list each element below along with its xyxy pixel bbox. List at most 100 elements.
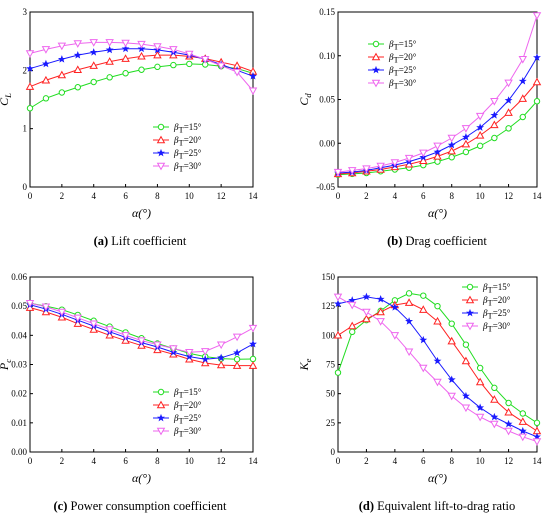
x-tick-label: 2: [364, 191, 369, 201]
data-point: [105, 45, 114, 54]
data-point: [185, 349, 194, 357]
data-point: [533, 98, 541, 105]
data-point: [404, 154, 414, 163]
data-point: [105, 330, 114, 339]
y-tick-label: 0.02: [11, 389, 27, 399]
y-axis-label: Pc: [0, 359, 13, 371]
y-tick-label: 50: [326, 389, 336, 399]
data-point: [232, 68, 242, 77]
data-point: [362, 308, 371, 317]
data-point: [121, 54, 130, 62]
data-point: [505, 399, 512, 407]
legend: βT=15°βT=20°βT=25°βT=30°: [462, 282, 511, 334]
data-point: [476, 403, 485, 412]
data-point: [419, 156, 428, 164]
x-tick-label: 6: [421, 191, 426, 201]
legend-marker: [465, 295, 475, 304]
data-point: [475, 130, 485, 139]
y-tick-label: 0.15: [319, 7, 335, 17]
data-point: [89, 48, 98, 56]
data-point: [504, 108, 513, 116]
data-point: [476, 123, 485, 131]
x-tick-label: 2: [60, 456, 65, 466]
data-point: [433, 142, 442, 151]
legend-label: βT=30°: [482, 321, 511, 334]
series-4: [333, 293, 542, 446]
y-axis-label: Cd: [297, 93, 313, 106]
legend-marker: [466, 308, 474, 317]
data-point: [362, 314, 371, 323]
series-4: [25, 300, 258, 357]
y-tick-label: 0.06: [11, 272, 27, 282]
data-point: [362, 292, 371, 301]
data-point: [185, 50, 194, 59]
data-point: [89, 61, 98, 69]
data-point: [154, 63, 161, 71]
legend-marker: [157, 148, 165, 157]
data-point: [347, 167, 357, 175]
legend-label: βT=25°: [482, 308, 511, 321]
data-point: [170, 61, 177, 69]
data-point: [490, 420, 499, 429]
data-point: [461, 125, 471, 133]
data-point: [41, 46, 51, 54]
x-tick-label: 4: [393, 456, 398, 466]
data-point: [518, 56, 528, 64]
data-point: [42, 95, 50, 102]
x-tick-label: 10: [476, 191, 486, 201]
y-tick-label: 0: [23, 182, 28, 192]
legend-marker: [157, 123, 165, 131]
y-tick-label: 0: [331, 447, 336, 457]
y-tick-label: 3: [23, 7, 28, 17]
data-point: [447, 336, 456, 345]
data-point: [434, 158, 441, 165]
data-point: [348, 296, 357, 304]
legend-label: βT=20°: [388, 52, 417, 64]
y-axis-label: Ke: [297, 358, 313, 371]
data-point: [334, 369, 342, 376]
data-point: [447, 392, 456, 401]
chart-panel-2: 0 2 4 6 8 10 12 14 -0.05 0.00 0.05 0.10 0.15 α(°) Cd βT…: [297, 7, 542, 248]
data-point: [376, 307, 385, 316]
data-point: [248, 87, 258, 96]
data-point: [73, 51, 82, 59]
chart-panel-4: 0 2 4 6 8 10 12 140255075100125150α(°)KeβT=15°β…: [297, 272, 542, 513]
legend-marker: [372, 40, 380, 48]
data-point: [518, 94, 528, 102]
data-point: [504, 419, 513, 428]
x-tick-label: 0: [336, 191, 341, 201]
x-tick-label: 6: [421, 456, 426, 466]
data-point: [362, 165, 371, 174]
data-point: [347, 301, 357, 310]
x-axis-label: α(°): [428, 471, 447, 485]
x-tick-label: 14: [249, 456, 259, 466]
data-point: [433, 378, 442, 387]
x-tick-label: 10: [476, 456, 486, 466]
data-point: [461, 139, 471, 148]
data-point: [105, 39, 114, 47]
legend-marker: [372, 65, 380, 74]
x-tick-label: 8: [155, 191, 160, 201]
data-point: [333, 168, 343, 177]
x-tick-label: 8: [449, 456, 454, 466]
data-point: [475, 377, 485, 386]
x-tick-label: 0: [28, 191, 33, 201]
data-point: [475, 413, 485, 422]
y-tick-label: 1: [23, 124, 28, 134]
legend-label: βT=20°: [173, 400, 202, 413]
data-point: [89, 39, 98, 47]
data-point: [504, 427, 513, 436]
legend-label: βT=15°: [388, 39, 417, 52]
data-point: [419, 335, 428, 344]
panel-caption: (b) Drag coefficient: [387, 234, 487, 248]
y-tick-label: 0.04: [11, 330, 27, 340]
data-point: [519, 113, 526, 121]
data-point: [200, 348, 210, 356]
legend-marker: [156, 135, 166, 144]
data-point: [532, 12, 542, 20]
data-point: [249, 355, 257, 363]
data-point: [217, 353, 226, 362]
x-tick-label: 12: [217, 456, 226, 466]
x-tick-label: 6: [123, 456, 128, 466]
